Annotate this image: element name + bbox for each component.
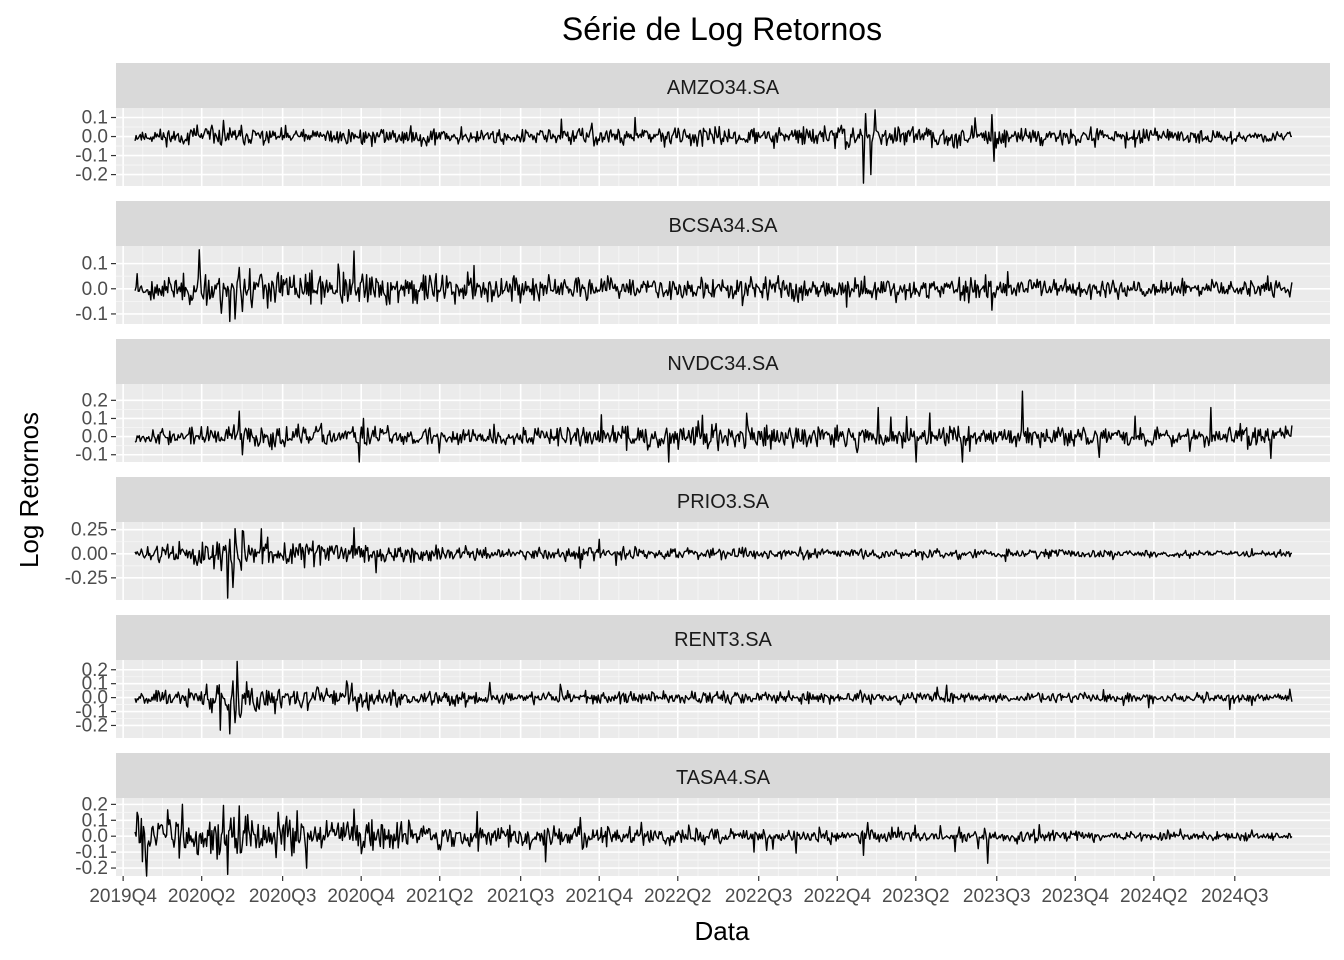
y-tick-label: 0.2 [82,390,108,411]
y-tick-label: -0.1 [75,842,108,863]
y-tick-label: 0.0 [82,127,108,148]
y-tick-label: -0.1 [75,146,108,167]
y-tick-label: -0.2 [75,858,108,879]
y-tick-label: -0.2 [75,165,108,186]
facet-strip-label: RENT3.SA [674,629,772,651]
series-line-rent3-sa [134,660,1293,735]
facet-strip-label: AMZO34.SA [667,77,780,99]
y-tick-label: -0.25 [65,568,108,589]
facet-nvdc34-sa: NVDC34.SA 0.20.10.0-0.1 [75,339,1330,466]
x-axis: 2019Q4 2020Q2 2020Q3 2020Q4 2021Q2 2021Q3 2021… [89,876,1269,907]
x-tick-label: 2021Q4 [565,886,633,907]
facet-rent3-sa: RENT3.SA 0.20.10.0-0.1-0.2 [75,615,1330,738]
series-line-bcsa34-sa [134,249,1293,323]
x-tick-label: 2022Q4 [803,886,871,907]
x-tick-label: 2021Q3 [487,886,555,907]
panel-background [116,522,1330,600]
x-tick-label: 2023Q2 [882,886,950,907]
facet-strip [116,339,1330,384]
y-tick-label: 0.00 [71,544,108,565]
facet-prio3-sa: PRIO3.SA 0.25 0.00 -0.25 [65,477,1330,600]
y-tick-label: 0.1 [82,674,108,695]
y-tick-label: 0.1 [82,108,108,129]
facet-panels: AMZO34.SA0.10.0-0.1-0.2BCSA34.SA0.10.0-0… [65,63,1330,879]
y-tick-label: 0.1 [82,408,108,429]
y-tick-label: 0.0 [82,826,108,847]
y-tick-label: 0.2 [82,660,108,681]
facet-strip-label: NVDC34.SA [667,353,779,375]
x-tick-label: 2024Q2 [1120,886,1188,907]
series-line-nvdc34-sa [134,390,1293,463]
y-tick-label: -0.2 [75,715,108,736]
facet-strip [116,753,1330,798]
y-tick-label: 0.0 [82,427,108,448]
facet-strip-label: BCSA34.SA [669,215,779,237]
x-axis-title: Data [695,916,750,946]
y-tick-label: 0.1 [82,810,108,831]
x-tick-label: 2021Q2 [406,886,474,907]
y-tick-label: 0.1 [82,254,108,275]
facet-amzo34-sa: AMZO34.SA 0.10.0-0.1-0.2 [75,63,1330,186]
facet-strip [116,63,1330,108]
facet-tasa4-sa: TASA4.SA 0.20.10.0-0.1-0.2 [75,753,1330,879]
x-tick-label: 2023Q3 [963,886,1031,907]
y-tick-label: 0.0 [82,688,108,709]
x-tick-label: 2019Q4 [89,886,157,907]
series-line-amzo34-sa [134,109,1293,184]
y-tick-label: -0.1 [75,304,108,325]
facet-strip [116,615,1330,660]
series-line-prio3-sa [134,527,1293,599]
series-line-tasa4-sa [134,803,1293,877]
x-tick-label: 2022Q2 [644,886,712,907]
x-tick-label: 2020Q2 [168,886,236,907]
y-tick-label: 0.0 [82,279,108,300]
x-tick-label: 2020Q3 [249,886,317,907]
y-tick-label: 0.25 [71,520,108,541]
x-tick-label: 2022Q3 [725,886,793,907]
y-tick-label: 0.2 [82,794,108,815]
panel-background [116,384,1330,462]
facet-strip-label: TASA4.SA [676,767,771,789]
panel-background [116,108,1330,186]
y-tick-label: -0.1 [75,702,108,723]
chart-title: Série de Log Retornos [562,11,882,47]
y-tick-label: -0.1 [75,445,108,466]
x-tick-label: 2023Q4 [1041,886,1109,907]
facet-strip [116,201,1330,246]
facet-strip [116,477,1330,522]
x-tick-label: 2024Q3 [1201,886,1269,907]
x-tick-label: 2020Q4 [327,886,395,907]
facet-strip-label: PRIO3.SA [677,491,770,513]
y-axis-title: Log Retornos [14,412,44,568]
facet-bcsa34-sa: BCSA34.SA 0.1 0.0 -0.1 [75,201,1330,325]
